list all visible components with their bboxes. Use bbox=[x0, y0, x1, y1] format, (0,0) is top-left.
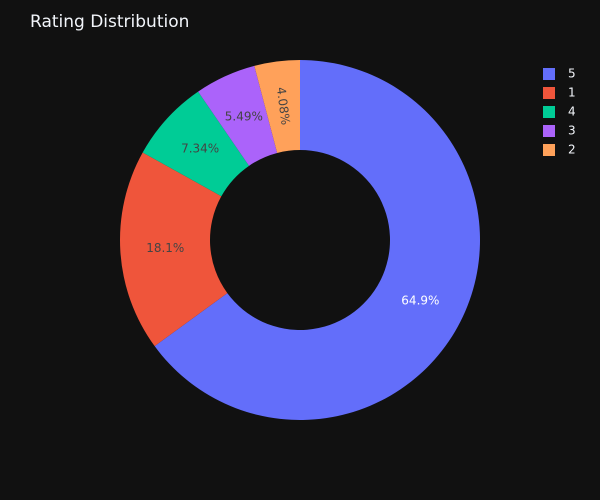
slice-label-3: 5.49% bbox=[225, 110, 263, 124]
legend: 5 1 4 3 2 bbox=[543, 67, 576, 157]
slice-3[interactable] bbox=[198, 65, 278, 166]
legend-swatch-5 bbox=[543, 68, 555, 80]
legend-swatch-3 bbox=[543, 125, 555, 137]
legend-label-4: 4 bbox=[568, 105, 576, 119]
slice-label-1: 18.1% bbox=[146, 241, 184, 255]
legend-label-2: 2 bbox=[568, 143, 576, 157]
slice-2[interactable] bbox=[254, 60, 300, 153]
slice-label-2: 4.08% bbox=[274, 86, 293, 126]
slice-5[interactable] bbox=[154, 60, 480, 420]
legend-item-4[interactable]: 4 bbox=[543, 105, 576, 119]
slice-label-4: 7.34% bbox=[181, 142, 219, 156]
slice-label-5: 64.9% bbox=[401, 294, 439, 308]
legend-swatch-2 bbox=[543, 144, 555, 156]
legend-item-2[interactable]: 2 bbox=[543, 143, 576, 157]
slice-labels-group: 64.9% 18.1% 7.34% 5.49% 4.08% bbox=[146, 86, 439, 307]
legend-swatch-4 bbox=[543, 106, 555, 118]
legend-item-3[interactable]: 3 bbox=[543, 124, 576, 138]
chart-title: Rating Distribution bbox=[30, 12, 190, 32]
legend-item-1[interactable]: 1 bbox=[543, 86, 576, 100]
slices-group bbox=[120, 60, 480, 420]
slice-1[interactable] bbox=[120, 152, 228, 347]
legend-label-3: 3 bbox=[568, 124, 576, 138]
legend-label-5: 5 bbox=[568, 67, 576, 81]
legend-label-1: 1 bbox=[568, 86, 576, 100]
legend-swatch-1 bbox=[543, 87, 555, 99]
slice-4[interactable] bbox=[142, 91, 250, 197]
legend-item-5[interactable]: 5 bbox=[543, 67, 576, 81]
